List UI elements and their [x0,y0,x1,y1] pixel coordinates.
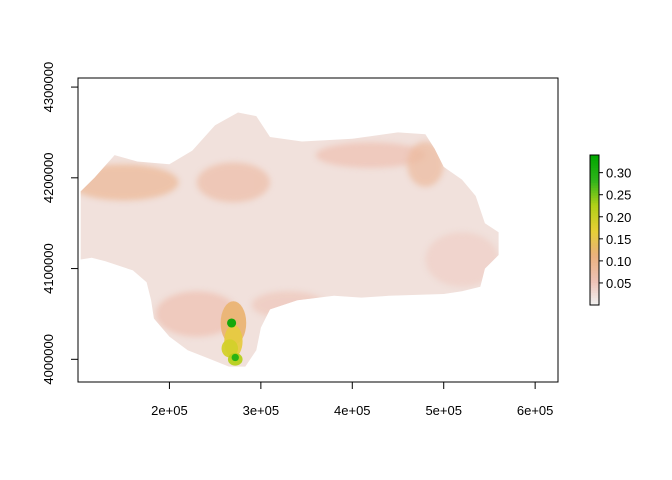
legend-swatch [590,160,599,164]
legend-swatch [590,155,599,159]
legend-frame [589,154,600,306]
legend-swatch [590,232,599,236]
legend-swatch [590,240,599,244]
legend-swatch [590,197,599,201]
legend-swatch [590,162,599,166]
legend-swatch [590,260,599,264]
legend-tick-label: 0.10 [606,254,631,269]
raster-patch [155,291,238,337]
legend-swatch [590,255,599,259]
raster-patch [407,141,444,187]
legend-swatch [590,282,599,286]
legend-swatch [590,250,599,254]
legend-swatch [590,190,599,194]
raster-patch [196,162,270,203]
y-tick-label: 4100000 [41,243,56,294]
legend-swatch [590,157,599,161]
legend-swatch [590,295,599,299]
legend-swatch [590,242,599,246]
raster-patch [227,318,237,328]
legend-tick-label: 0.20 [606,210,631,225]
legend-swatch [590,170,599,174]
legend-swatch [590,235,599,239]
legend-swatch [590,297,599,301]
legend-swatch [590,200,599,204]
legend-swatch [590,202,599,206]
legend-tick-label: 0.25 [606,188,631,203]
legend-swatch [590,167,599,171]
legend-swatch [590,292,599,296]
legend-swatch [590,257,599,261]
raster-patch [315,142,426,168]
legend-swatch [590,217,599,221]
legend-swatch [590,165,599,169]
raster-patch [231,353,239,362]
legend-swatch [590,180,599,184]
legend-swatch [590,285,599,289]
legend-tick-label: 0.05 [606,276,631,291]
legend-swatch [590,237,599,241]
legend-swatch [590,185,599,189]
raster-patch [221,339,238,358]
legend-tick-label: 0.30 [606,166,631,181]
legend-swatch [590,172,599,176]
legend-swatch [590,225,599,229]
legend-swatch [590,300,599,304]
x-tick-label: 5e+05 [425,403,462,418]
legend-swatch [590,195,599,199]
legend-swatch [590,192,599,196]
legend-swatch [590,245,599,249]
legend-swatch [590,280,599,284]
x-tick-label: 3e+05 [243,403,280,418]
color-legend: 0.05 0.10 0.15 0.20 0.25 0.30 [589,154,631,306]
legend-swatch [590,262,599,266]
legend-swatch [590,247,599,251]
raster-patch [425,232,499,287]
legend-swatch [590,277,599,281]
x-tick-label: 4e+05 [334,403,371,418]
legend-swatch [590,252,599,256]
legend-swatch [590,182,599,186]
legend-swatch [590,205,599,209]
x-tick-label: 6e+05 [517,403,554,418]
y-axis: 4000000 4100000 4200000 4300000 [41,62,79,385]
y-tick-label: 4000000 [41,334,56,385]
legend-swatch [590,302,599,306]
legend-swatch [590,290,599,294]
y-tick-label: 4200000 [41,153,56,204]
legend-swatch [590,177,599,181]
legend-swatch [590,275,599,279]
legend-swatch [590,212,599,216]
legend-swatch [590,215,599,219]
legend-swatch [590,227,599,231]
legend-swatch [590,207,599,211]
x-tick-label: 2e+05 [151,403,188,418]
legend-swatch [590,270,599,274]
legend-swatch [590,210,599,214]
legend-swatch [590,222,599,226]
legend-swatch [590,267,599,271]
legend-swatch [590,175,599,179]
legend-swatch [590,265,599,269]
legend-swatch [590,272,599,276]
legend-tick-label: 0.15 [606,232,631,247]
legend-swatch [590,230,599,234]
legend-swatch [590,287,599,291]
legend-swatch [590,220,599,224]
legend-swatch [590,187,599,191]
x-axis: 2e+05 3e+05 4e+05 5e+05 6e+05 [151,381,554,418]
y-tick-label: 4300000 [41,62,56,113]
